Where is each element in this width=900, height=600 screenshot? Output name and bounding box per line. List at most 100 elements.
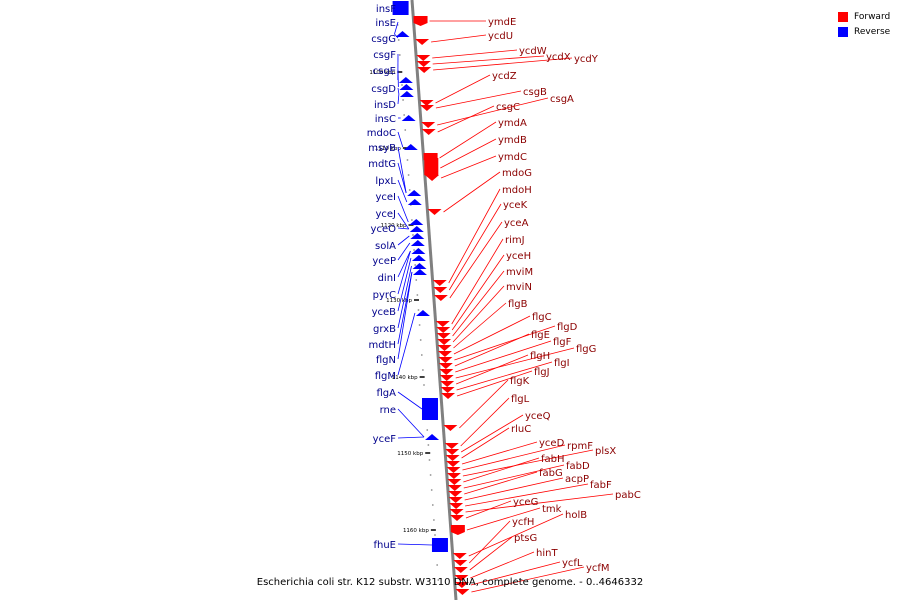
forward-gene-label: flgH: [530, 351, 550, 362]
forward-gene-feature[interactable]: [441, 393, 456, 399]
forward-label-connector: [455, 340, 552, 373]
reverse-gene-feature[interactable]: [421, 398, 438, 420]
forward-gene-feature[interactable]: [433, 287, 448, 293]
reverse-gene-feature[interactable]: [425, 434, 440, 440]
forward-gene-feature[interactable]: [439, 369, 454, 375]
forward-gene-feature[interactable]: [452, 553, 467, 559]
forward-gene-feature[interactable]: [449, 515, 464, 521]
forward-gene-feature[interactable]: [416, 61, 431, 67]
forward-gene-feature[interactable]: [432, 280, 447, 286]
reverse-gene-feature[interactable]: [415, 310, 430, 316]
forward-gene-feature[interactable]: [449, 509, 464, 515]
forward-gene-feature[interactable]: [437, 351, 452, 357]
reverse-label-connector: [397, 257, 412, 312]
forward-gene-feature[interactable]: [437, 339, 452, 345]
reverse-gene-feature[interactable]: [398, 77, 413, 83]
reverse-gene-feature[interactable]: [411, 248, 426, 254]
forward-gene-feature[interactable]: [443, 425, 458, 431]
genome-caption: Escherichia coli str. K12 substr. W3110 …: [256, 577, 644, 588]
forward-gene-label: flgL: [511, 394, 530, 405]
reverse-gene-label: csgF: [373, 50, 396, 61]
forward-gene-feature[interactable]: [417, 67, 432, 73]
forward-gene-feature[interactable]: [446, 467, 461, 473]
forward-gene-feature[interactable]: [445, 449, 460, 455]
forward-gene-feature[interactable]: [446, 473, 461, 479]
forward-gene-feature[interactable]: [427, 209, 442, 215]
forward-strand-features[interactable]: [413, 16, 470, 595]
forward-gene-feature[interactable]: [436, 333, 451, 339]
forward-gene-feature[interactable]: [421, 122, 436, 128]
reverse-gene-label: insD: [374, 100, 396, 111]
forward-gene-feature[interactable]: [448, 497, 463, 503]
reverse-gene-feature[interactable]: [392, 1, 409, 15]
reverse-label-connector: [397, 271, 413, 360]
reverse-gene-feature[interactable]: [410, 240, 425, 246]
forward-gene-feature[interactable]: [425, 175, 440, 181]
forward-gene-feature[interactable]: [449, 503, 464, 509]
reverse-gene-feature[interactable]: [399, 84, 414, 90]
strand-legend: Forward Reverse: [838, 9, 890, 39]
forward-gene-feature[interactable]: [435, 321, 450, 327]
forward-gene-feature[interactable]: [453, 560, 468, 566]
scale-tick-label: 1100 kbp: [369, 70, 395, 76]
forward-gene-label: ycdY: [574, 54, 599, 65]
forward-gene-feature[interactable]: [436, 327, 451, 333]
forward-label-connector: [435, 74, 491, 104]
forward-gene-feature[interactable]: [439, 375, 454, 381]
forward-gene-feature[interactable]: [419, 100, 434, 106]
forward-gene-feature[interactable]: [424, 158, 439, 178]
forward-label-connector: [462, 444, 566, 471]
scale-tick-label: 1130 kbp: [386, 298, 412, 304]
forward-gene-feature[interactable]: [447, 479, 462, 485]
legend-forward: Forward: [838, 9, 890, 24]
forward-gene-label: yceA: [504, 218, 529, 229]
reverse-gene-label: dinI: [378, 273, 396, 284]
forward-gene-feature[interactable]: [444, 443, 459, 449]
forward-gene-feature[interactable]: [440, 381, 455, 387]
reverse-gene-feature[interactable]: [410, 233, 425, 239]
forward-gene-feature[interactable]: [438, 357, 453, 363]
forward-gene-feature[interactable]: [437, 345, 452, 351]
forward-gene-feature[interactable]: [416, 55, 431, 61]
reverse-gene-label: yceJ: [375, 209, 396, 220]
reverse-gene-feature[interactable]: [399, 91, 414, 97]
forward-gene-feature[interactable]: [440, 387, 455, 393]
forward-gene-feature[interactable]: [455, 589, 470, 595]
reverse-label-connector: [397, 408, 425, 438]
forward-gene-feature[interactable]: [450, 525, 465, 535]
forward-gene-feature[interactable]: [415, 39, 430, 45]
forward-gene-feature[interactable]: [454, 582, 469, 588]
reverse-gene-feature[interactable]: [412, 269, 427, 275]
reverse-gene-label: yceO: [371, 224, 397, 235]
forward-gene-feature[interactable]: [448, 491, 463, 497]
forward-gene-feature[interactable]: [447, 485, 462, 491]
forward-gene-feature[interactable]: [446, 461, 461, 467]
reverse-gene-feature[interactable]: [407, 199, 422, 205]
forward-gene-label: flgD: [557, 322, 578, 333]
reverse-gene-feature[interactable]: [412, 263, 427, 269]
reverse-gene-feature[interactable]: [409, 226, 424, 232]
legend-reverse: Reverse: [838, 24, 890, 39]
forward-gene-feature[interactable]: [413, 16, 428, 26]
forward-gene-feature[interactable]: [421, 129, 436, 135]
forward-gene-label: fabD: [566, 461, 590, 472]
reverse-gene-feature[interactable]: [407, 190, 422, 196]
forward-gene-feature[interactable]: [453, 567, 468, 573]
reverse-gene-label: fhuE: [373, 540, 396, 551]
forward-label-connector: [454, 325, 556, 361]
forward-gene-feature[interactable]: [433, 295, 448, 301]
reverse-gene-feature[interactable]: [403, 144, 418, 150]
forward-gene-feature[interactable]: [419, 105, 434, 111]
reverse-gene-feature[interactable]: [395, 31, 410, 37]
forward-label-connector: [463, 464, 565, 489]
reverse-gene-feature[interactable]: [431, 538, 448, 552]
reverse-gene-feature[interactable]: [401, 115, 416, 121]
reverse-gene-feature[interactable]: [409, 219, 424, 225]
reverse-strand-features[interactable]: [392, 1, 448, 552]
forward-gene-feature[interactable]: [454, 575, 469, 581]
forward-gene-feature[interactable]: [445, 455, 460, 461]
reverse-gene-feature[interactable]: [411, 255, 426, 261]
forward-label-connector: [433, 57, 573, 71]
forward-gene-feature[interactable]: [438, 363, 453, 369]
